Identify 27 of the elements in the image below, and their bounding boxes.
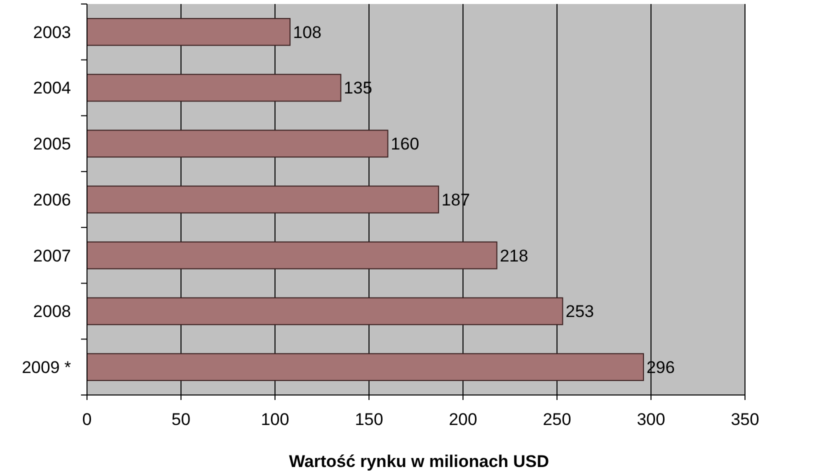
bar: [86, 241, 498, 270]
bar: [86, 18, 291, 46]
bar: [86, 186, 440, 214]
y-tick-label: 2003: [33, 22, 71, 42]
bar: [86, 130, 388, 158]
y-tick-label: 2005: [33, 134, 71, 154]
bar: [86, 297, 564, 326]
y-tick-label: 2009 *: [22, 358, 72, 378]
bar: [86, 74, 342, 102]
x-axis-title: Wartość rynku w milionach USD: [288, 452, 550, 471]
data-label: 108: [293, 22, 322, 42]
x-tick-label: 0: [82, 410, 92, 429]
x-tick-label: 100: [260, 410, 290, 429]
x-tick-label: 50: [172, 410, 190, 429]
data-label: 218: [500, 246, 528, 266]
y-tick-label: 2004: [33, 78, 71, 98]
x-tick-label: 350: [730, 410, 760, 429]
x-tick-label: 250: [542, 410, 572, 429]
data-label: 253: [566, 302, 594, 322]
y-tick-label: 2008: [33, 302, 71, 322]
data-label: 160: [390, 134, 420, 154]
bar: [86, 353, 644, 381]
y-tick-label: 2007: [33, 246, 71, 266]
x-tick-label: 200: [448, 410, 478, 429]
y-tick-label: 2006: [33, 190, 71, 210]
x-tick-label: 150: [354, 410, 384, 429]
x-tick-label: 300: [636, 410, 666, 429]
